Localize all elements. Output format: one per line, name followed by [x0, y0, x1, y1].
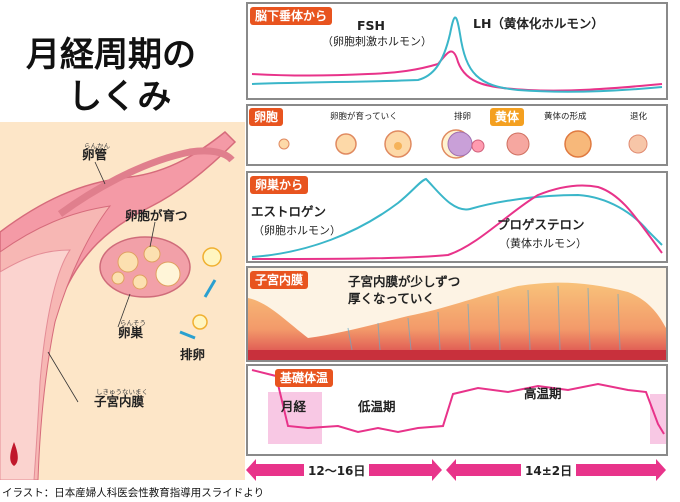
lh-line	[251, 16, 663, 93]
ovary-tag: 卵巣から	[250, 176, 309, 195]
stage-regression: 退化	[630, 112, 648, 122]
estrogen-desc: （卵胞ホルモン）	[253, 224, 341, 237]
follicle-stages-illustration	[278, 129, 648, 159]
timeline-follicular: 12～16日	[304, 462, 370, 479]
low-phase-label: 低温期	[358, 399, 396, 414]
progesterone-desc: （黄体ホルモン）	[499, 237, 587, 250]
ovary-hormone-chart	[251, 177, 663, 260]
high-phase-label: 高温期	[524, 386, 562, 401]
progesterone-name: プロゲステロン	[497, 217, 585, 232]
endometrium-tag: 子宮内膜	[250, 271, 309, 290]
timeline-luteal: 14±2日	[521, 462, 577, 479]
illustration-credit: イラスト：日本産婦人科医会性教育指導用スライドより	[2, 485, 265, 500]
fsh-name: FSH	[357, 18, 386, 33]
ovary-label: 卵巣	[118, 325, 144, 340]
follicle-tag: 卵胞	[249, 108, 284, 127]
page-title-line2: しくみ	[68, 77, 172, 117]
menstruation-highlight-1	[268, 392, 322, 444]
fallopian-tube-label: 卵管	[82, 147, 108, 162]
uterus-illustration	[0, 130, 237, 480]
stage-corpus-formation: 黄体の形成	[544, 112, 587, 122]
fsh-desc: （卵胞刺激ホルモン）	[322, 35, 432, 48]
endometrium-illustration	[248, 282, 666, 360]
ovary-ruby: らんそう	[120, 319, 146, 327]
menstruation-label: 月経	[281, 399, 307, 414]
corpus-luteum-tag: 黄体	[490, 108, 525, 127]
pituitary-tag: 脳下垂体から	[250, 7, 333, 26]
endometrium-ruby: しきゅうないまく	[96, 388, 148, 396]
estrogen-name: エストロゲン	[251, 204, 327, 219]
stage-ovulation: 排卵	[454, 112, 472, 122]
pituitary-chart	[251, 16, 663, 93]
bbt-tag: 基礎体温	[275, 369, 334, 388]
bbt-line	[251, 369, 665, 435]
ovulation-label: 排卵	[180, 347, 206, 362]
stage-growing: 卵胞が育っていく	[330, 112, 398, 122]
page-title-line1: 月経周期の	[26, 35, 196, 75]
bbt-chart	[251, 369, 665, 435]
fallopian-tube-ruby: らんかん	[84, 142, 110, 150]
estrogen-line	[251, 177, 663, 258]
endometrium-label: 子宮内膜	[94, 394, 145, 409]
follicle-growing-label: 卵胞が育つ	[125, 208, 188, 223]
fsh-line	[251, 50, 663, 92]
endometrium-note-1: 子宮内膜が少しずつ	[348, 274, 461, 289]
endometrium-note-2: 厚くなっていく	[348, 291, 435, 306]
progesterone-line	[251, 184, 663, 260]
lh-label: LH（黄体化ホルモン）	[473, 16, 604, 31]
